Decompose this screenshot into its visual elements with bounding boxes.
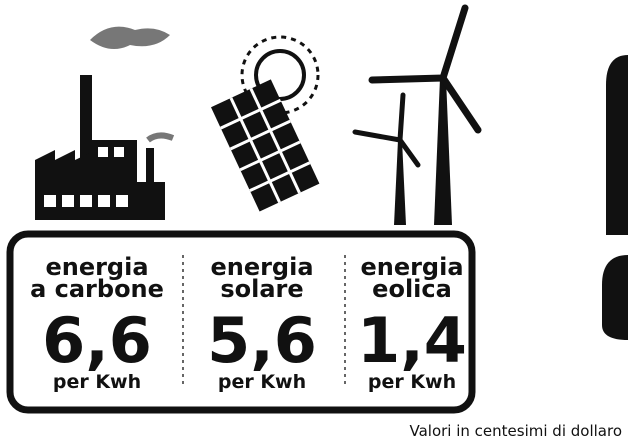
cropped-shape <box>606 55 628 235</box>
panel-value: 1,4 <box>357 304 467 377</box>
panel-unit: per Kwh <box>218 371 306 393</box>
solar-icon <box>211 37 319 212</box>
infographic: energiaa carbone6,6per Kwhenergiasolare5… <box>0 0 628 443</box>
wind-icon <box>355 8 478 225</box>
factory-icon <box>35 27 173 220</box>
panel-value: 6,6 <box>42 304 152 377</box>
panel-label: eolica <box>372 275 452 303</box>
panel-value: 5,6 <box>207 304 317 377</box>
panel-unit: per Kwh <box>53 371 141 393</box>
footnote: Valori in centesimi di dollaro <box>410 422 623 440</box>
panel-label: solare <box>220 275 303 303</box>
cropped-shape <box>602 255 628 340</box>
panel-label: a carbone <box>30 275 164 303</box>
panel-unit: per Kwh <box>368 371 456 393</box>
